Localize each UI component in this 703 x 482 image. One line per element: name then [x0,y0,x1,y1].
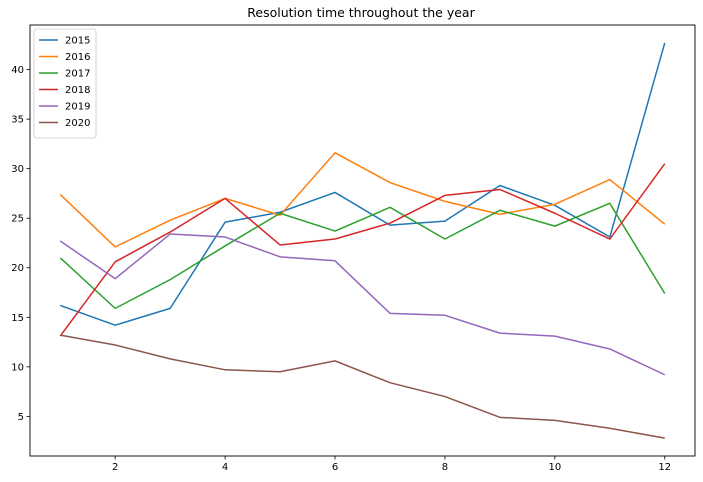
series-line-2016 [59,152,666,248]
y-axis: 5 10 15 20 25 30 35 40 [11,65,30,423]
legend-label-2018: 2018 [65,85,90,96]
legend-label-2017: 2017 [65,69,90,80]
x-tick-label: 12 [658,462,671,473]
legend: 2015 2016 2017 2018 2019 2020 [33,28,97,139]
series-line-2015 [59,42,666,326]
legend-label-2015: 2015 [65,36,90,47]
x-tick-label: 2 [112,462,118,473]
plot-area [59,42,666,439]
y-tick-label: 10 [11,362,24,373]
series-line-2017 [59,202,666,310]
series-line-2018 [59,163,666,337]
legend-label-2016: 2016 [65,52,90,63]
series-line-2019 [59,233,666,376]
x-axis: 2 4 6 8 10 12 [112,456,671,473]
y-tick-label: 30 [11,164,24,175]
series-line-2020 [60,334,665,439]
y-tick-label: 15 [11,313,24,324]
legend-label-2019: 2019 [65,102,90,113]
y-tick-label: 20 [11,263,24,274]
x-tick-label: 4 [222,462,228,473]
legend-label-2020: 2020 [65,118,90,129]
x-tick-label: 6 [332,462,338,473]
y-tick-label: 40 [11,65,24,76]
y-tick-label: 35 [11,115,24,126]
x-tick-label: 8 [442,462,448,473]
y-tick-label: 5 [18,412,24,423]
chart-title: Resolution time throughout the year [247,5,475,20]
y-tick-label: 25 [11,214,24,225]
x-tick-label: 10 [548,462,561,473]
axes-frame [29,24,696,457]
